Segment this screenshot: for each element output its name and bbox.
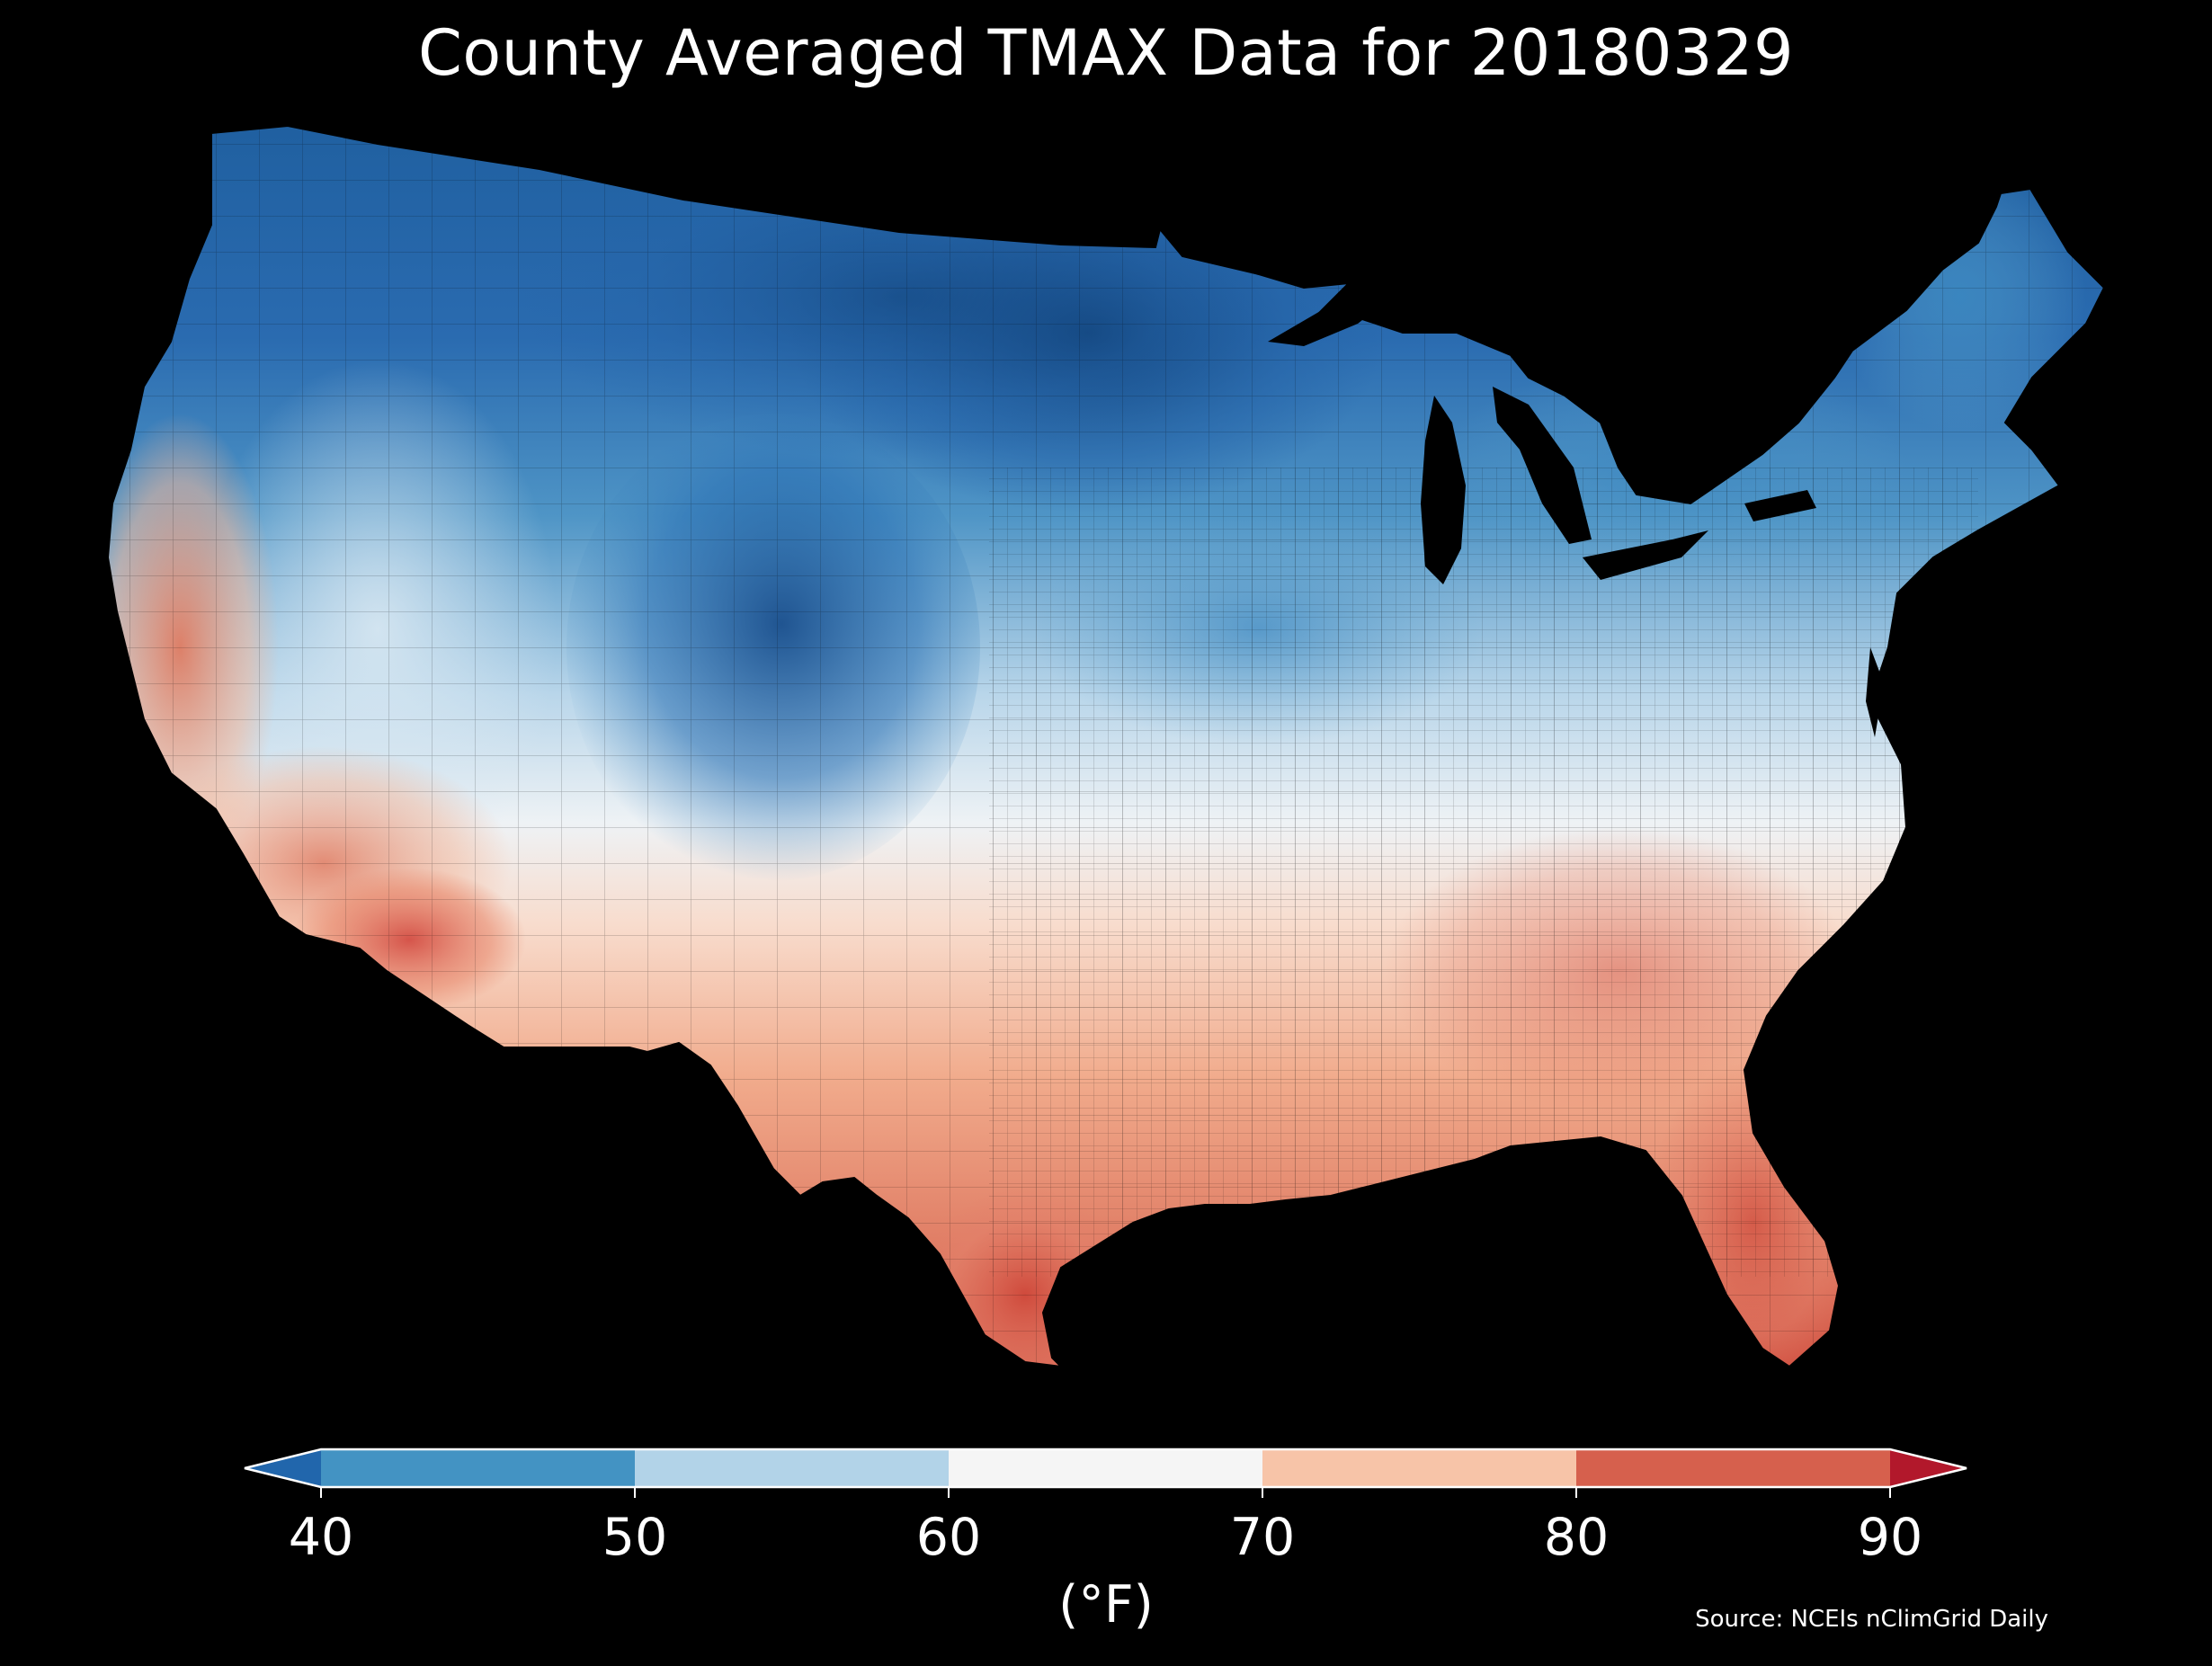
- colorbar-tick-60: 60: [915, 1508, 982, 1567]
- colorbar-tick-70: 70: [1229, 1508, 1296, 1567]
- colorbar-tick-80: 80: [1543, 1508, 1610, 1567]
- colorbar-tick-50: 50: [602, 1508, 668, 1567]
- colorbar-extend-low: [245, 1449, 321, 1487]
- colorbar-tick-90: 90: [1857, 1508, 1923, 1567]
- colorbar-bin-80-90: [1576, 1449, 1890, 1487]
- map-title: County Averaged TMAX Data for 20180329: [417, 16, 1795, 90]
- colorbar-bin-60-70: [949, 1449, 1262, 1487]
- colorbar-tick-40: 40: [288, 1508, 354, 1567]
- colorbar-bin-70-80: [1262, 1449, 1576, 1487]
- lake-superior: [1268, 288, 1403, 346]
- colorbar-extend-high: [1890, 1449, 1967, 1487]
- colorbar-bin-40-50: [321, 1449, 635, 1487]
- lake-michigan: [1421, 396, 1466, 584]
- lake-huron: [1493, 387, 1592, 544]
- source-credit: Source: NCEIs nClimGrid Daily: [1695, 1606, 2048, 1633]
- colorbar-unit-label: (°F): [1058, 1575, 1154, 1635]
- colorbar-bin-50-60: [635, 1449, 949, 1487]
- chesapeake-bay: [1866, 647, 1884, 737]
- lake-erie: [1583, 530, 1708, 580]
- lake-ontario: [1744, 490, 1816, 521]
